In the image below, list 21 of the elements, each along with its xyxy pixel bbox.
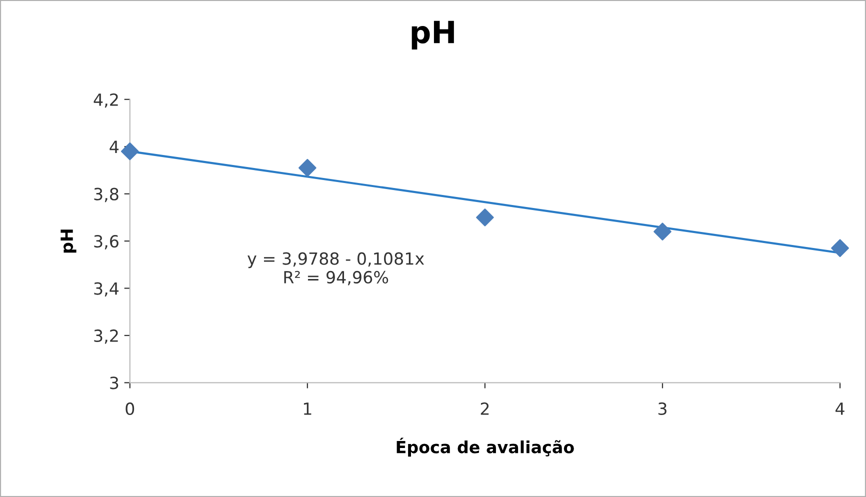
point bbox=[476, 208, 494, 226]
point bbox=[298, 158, 316, 177]
x-tick-label: 3 bbox=[658, 402, 666, 416]
y-tick-label: 3,4 bbox=[94, 282, 119, 297]
point bbox=[654, 222, 672, 241]
y-tick-label: 3,2 bbox=[94, 329, 118, 344]
y-tick-label: 4 bbox=[110, 140, 119, 153]
y-axis-title: pH bbox=[60, 230, 76, 253]
point bbox=[831, 239, 849, 258]
y-tick-label: 3 bbox=[110, 376, 118, 390]
chart-title: pH bbox=[412, 20, 454, 50]
y-tick-label: 4,2 bbox=[94, 93, 118, 108]
x-tick-label: 1 bbox=[304, 402, 312, 415]
x-tick-label: 4 bbox=[836, 402, 844, 415]
y-tick-label: 3,8 bbox=[94, 188, 118, 202]
point bbox=[120, 142, 139, 160]
x-axis-title: Época de avaliação bbox=[396, 438, 574, 457]
x-tick-label: 2 bbox=[480, 402, 489, 415]
x-tick-label: 0 bbox=[126, 402, 134, 416]
annotation: y = 3,9788 - 0,1081x R² = 94,96% bbox=[248, 252, 424, 286]
y-tick-label: 3,6 bbox=[94, 235, 118, 250]
